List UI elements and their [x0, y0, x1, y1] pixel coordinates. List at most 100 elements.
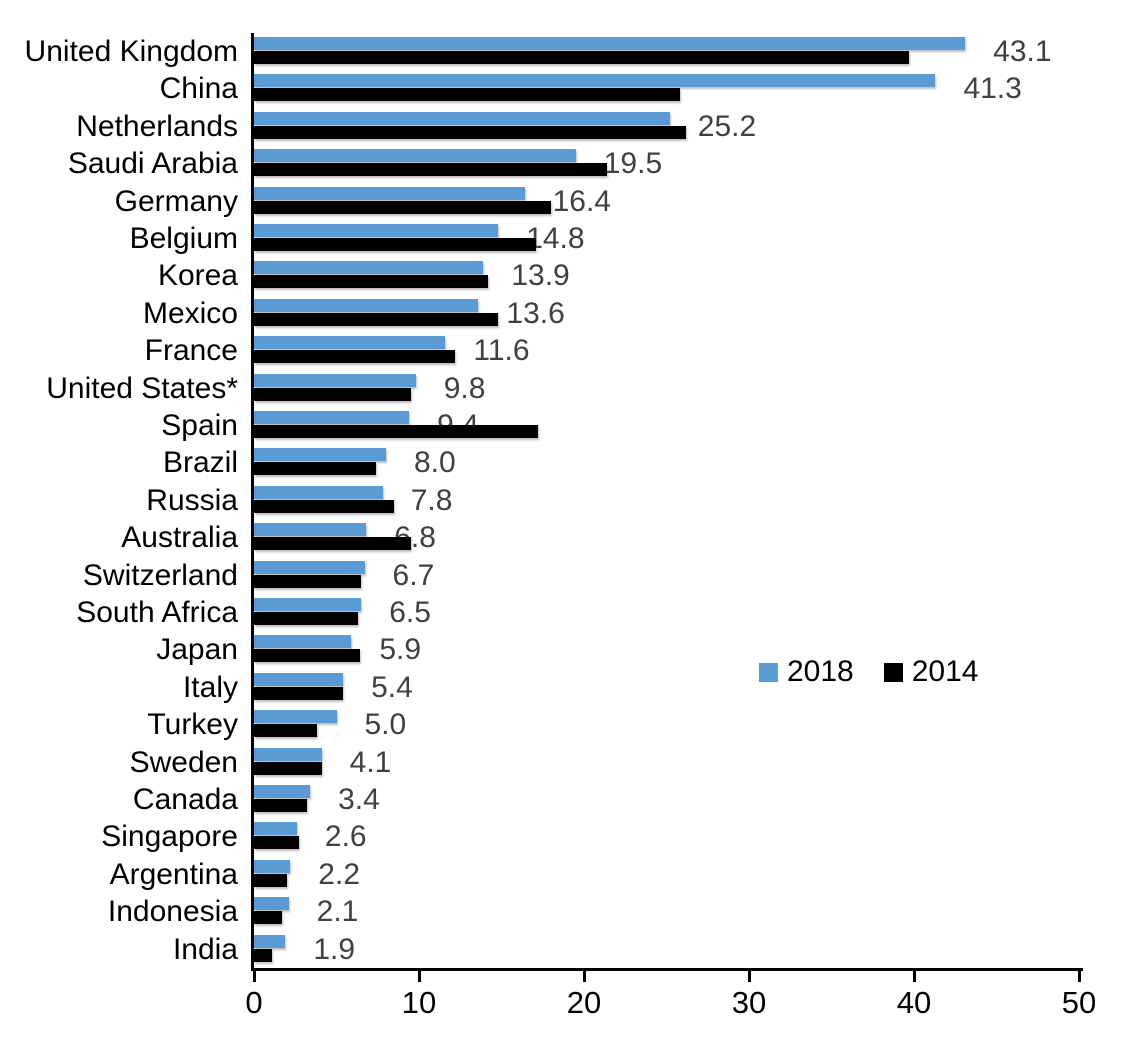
legend-swatch-icon: [759, 662, 778, 682]
bar-2014: [254, 238, 537, 251]
bar-2014: [254, 836, 299, 850]
value-label: 13.6: [506, 296, 565, 330]
chart-row: France 11.6: [145, 332, 1079, 369]
bar-2014: [254, 200, 551, 214]
x-axis-tick: [582, 971, 586, 982]
category-label: Turkey: [147, 708, 238, 742]
legend-item-2018: 2018: [759, 655, 854, 689]
bar-2018: [254, 598, 362, 611]
chart-row: Spain9.4: [161, 407, 1079, 444]
category-label: Saudi Arabia: [67, 147, 238, 181]
chart-row: Italy 5.4: [183, 669, 1079, 706]
x-axis-tick-label: 20: [566, 985, 602, 1020]
bar-2018: [254, 336, 446, 350]
category-label: Germany: [114, 184, 238, 218]
category-label: Russia: [146, 483, 238, 517]
category-label: Korea: [157, 259, 238, 293]
value-label: 3.4: [338, 783, 380, 816]
bar-2018: [254, 224, 499, 237]
chart-row: Saudi Arabia 19.5: [68, 145, 1079, 182]
value-label: 5.0: [364, 708, 407, 742]
bar-2014: [254, 686, 344, 700]
chart-row: Switzerland 6.7: [83, 557, 1079, 594]
category-label: India: [172, 932, 238, 966]
x-axis-tick: [1077, 971, 1081, 982]
category-label: Switzerland: [82, 558, 238, 592]
bar-2014: [254, 462, 377, 476]
value-label: 6.7: [392, 558, 435, 592]
value-label: 8.0: [414, 446, 456, 480]
bar-2018: [254, 560, 365, 574]
category-label: China: [159, 72, 238, 106]
bar-2018: [254, 934, 286, 948]
bar-2014: [254, 911, 283, 925]
chart-row: Netherlands 25.2: [76, 108, 1079, 145]
x-axis-tick: [417, 971, 421, 982]
category-label: South Africa: [76, 596, 238, 629]
bar-2018: [254, 822, 297, 836]
category-label: United Kingdom: [24, 35, 238, 68]
bar-2018: [254, 747, 322, 761]
value-label: 2.1: [316, 895, 359, 929]
bar-2018: [254, 523, 367, 537]
legend-label: 2014: [911, 655, 979, 688]
bar-2018: [254, 298, 479, 312]
value-label: 6.5: [389, 596, 431, 629]
chart-row: Germany 16.4: [115, 183, 1079, 220]
bar-2014: [254, 799, 307, 812]
x-axis-tick-label: 50: [1061, 985, 1097, 1020]
bar-2014: [254, 574, 362, 588]
bar-2014: [254, 163, 608, 177]
value-label: 9.8: [443, 371, 486, 405]
category-label: Belgium: [129, 222, 238, 255]
chart-row: India 1.9: [173, 931, 1079, 968]
category-label: Netherlands: [76, 109, 238, 143]
bar-2014: [254, 761, 322, 775]
category-label: Brazil: [162, 446, 238, 480]
x-axis-tick: [252, 971, 256, 982]
bar-2018: [254, 37, 966, 50]
bar-2014: [254, 537, 411, 551]
legend-label: 2018: [787, 655, 854, 688]
x-axis-line: [251, 968, 1083, 971]
value-label: 2.2: [318, 857, 361, 891]
bar-2018: [254, 186, 525, 200]
bar-2014: [254, 387, 411, 401]
bar-2014: [254, 312, 499, 326]
x-axis-tick-label: 10: [401, 985, 437, 1020]
bar-2018: [254, 710, 337, 724]
value-label: 5.9: [379, 633, 422, 667]
bar-2018: [254, 411, 410, 424]
value-label: 19.5: [603, 147, 663, 181]
bar-2018: [254, 785, 311, 798]
bar-2014: [254, 873, 287, 887]
category-label: Spain: [161, 409, 238, 442]
category-label: Italy: [182, 670, 238, 704]
chart-row: Belgium 14.8: [130, 220, 1079, 257]
chart-row: Indonesia 2.1: [108, 893, 1079, 930]
value-label: 1.9: [313, 932, 356, 966]
bar-2018: [254, 859, 291, 873]
chart-row: United Kingdom 43.1: [25, 33, 1079, 70]
chart-row: Korea 13.9: [158, 257, 1079, 294]
bar-2014: [254, 612, 358, 625]
chart-row: Turkey 5.0: [147, 706, 1079, 743]
legend-item-2014: 2014: [883, 655, 979, 689]
category-label: Mexico: [142, 296, 238, 330]
bar-2018: [254, 672, 344, 686]
bar-2014: [254, 88, 680, 102]
value-label: 11.6: [473, 334, 530, 368]
x-axis-tick-label: 40: [896, 985, 932, 1020]
category-label: Australia: [121, 521, 238, 555]
bar-2018: [254, 485, 383, 499]
category-label: Argentina: [109, 857, 238, 891]
bar-2018: [254, 111, 670, 125]
value-label: 2.6: [324, 820, 367, 854]
value-label: 43.1: [993, 35, 1052, 68]
x-axis-tick-label: 0: [245, 985, 263, 1020]
chart-row: Japan 5.9: [156, 631, 1079, 668]
chart-row: China 41.3: [160, 70, 1079, 107]
chart-row: Singapore 2.6: [101, 818, 1079, 855]
y-axis-line: [251, 33, 254, 971]
